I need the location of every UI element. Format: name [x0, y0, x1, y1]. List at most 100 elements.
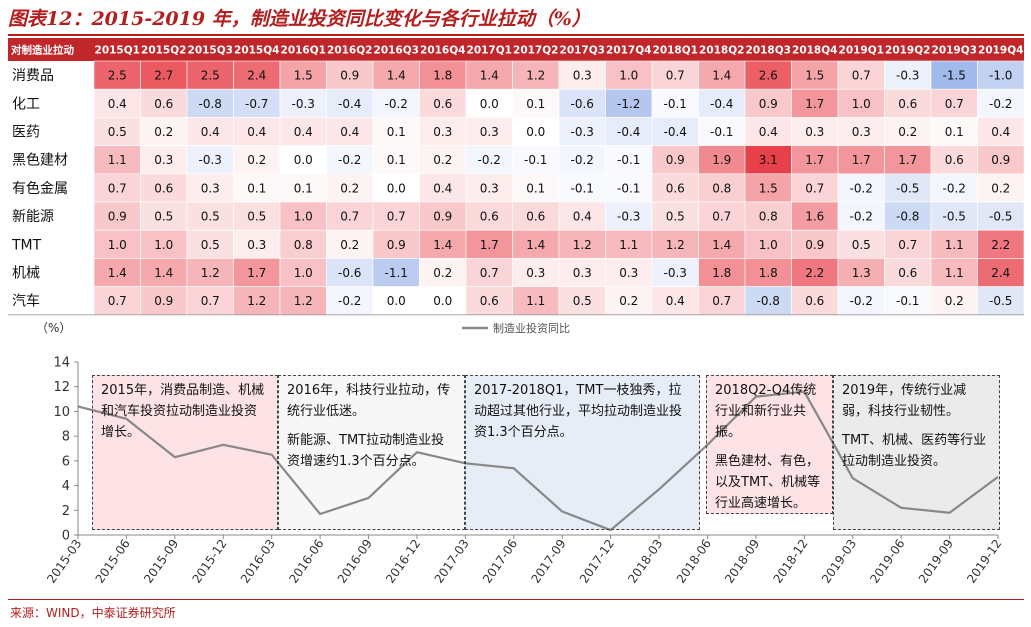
heatmap-cell-value: 0.3 — [852, 125, 871, 139]
heatmap-cell-value: 0.1 — [294, 181, 313, 195]
heatmap-cell-value: -0.8 — [896, 210, 919, 224]
heatmap-cell — [465, 201, 513, 231]
heatmap-cell-value: -0.6 — [338, 266, 361, 280]
heatmap-cell — [465, 229, 513, 259]
heatmap-cell-value: 0.9 — [666, 153, 685, 167]
heatmap-cell-value: 0.3 — [201, 181, 220, 195]
x-tick-label: 2015-03 — [44, 537, 84, 586]
heatmap-cell-value: -0.5 — [989, 294, 1012, 308]
heatmap-cell-value: 0.2 — [340, 181, 359, 195]
heatmap-cell-value: -1.1 — [385, 266, 408, 280]
heatmap-cell — [93, 173, 141, 203]
heatmap-cell-value: -0.4 — [664, 125, 687, 139]
annotation-region-fill — [278, 375, 465, 530]
heatmap-cell — [651, 88, 699, 118]
x-tick-label: 2018-03 — [625, 537, 665, 586]
heatmap-cell — [558, 258, 606, 287]
heatmap-cell-value: 0.9 — [433, 210, 452, 224]
heatmap-cell-value: 0.2 — [433, 266, 452, 280]
heatmap-cell-value: 0.7 — [201, 294, 220, 308]
heatmap-cell-value: 1.5 — [805, 69, 824, 83]
heatmap-cell-value: 0.7 — [945, 97, 964, 111]
heatmap-cell-value: -0.3 — [292, 97, 315, 111]
heatmap-column-header: 2015Q2 — [141, 45, 186, 57]
heatmap-cell-value: -0.3 — [664, 266, 687, 280]
heatmap-cell-value: 0.0 — [526, 125, 545, 139]
x-tick-label: 2015-06 — [93, 537, 133, 586]
heatmap-cell — [326, 258, 374, 287]
heatmap-cell-value: 0.8 — [759, 210, 778, 224]
heatmap-cell-value: 0.1 — [945, 125, 964, 139]
heatmap-cell — [279, 286, 327, 316]
heatmap-cell-value: -0.3 — [896, 69, 919, 83]
heatmap-cell-value: 1.7 — [805, 97, 824, 111]
heatmap-cell — [558, 173, 606, 203]
heatmap-cell-value: 1.0 — [294, 210, 313, 224]
heatmap-cell — [558, 145, 606, 175]
heatmap-cell-value: 0.6 — [433, 97, 452, 111]
heatmap-cell-value: 0.0 — [480, 97, 499, 111]
annotation-text: 2018Q2-Q4传统行业和新行业共振。 — [715, 383, 817, 440]
heatmap-cell-value: 0.7 — [108, 294, 127, 308]
heatmap-cell — [233, 201, 281, 231]
heatmap-cell-value: 0.8 — [712, 181, 731, 195]
heatmap-cell — [884, 88, 932, 118]
heatmap-cell-value: 0.0 — [387, 181, 406, 195]
heatmap-cell-value: 1.2 — [526, 69, 545, 83]
heatmap-cell — [93, 258, 141, 287]
annotation-region-fill — [465, 375, 700, 530]
y-tick-label: 8 — [62, 430, 70, 445]
heatmap-cell-value: 0.7 — [480, 266, 499, 280]
heatmap-cell — [698, 201, 746, 231]
heatmap-cell-value: 0.3 — [805, 125, 824, 139]
heatmap-cell-value: -0.2 — [850, 294, 873, 308]
heatmap-column-header: 2019Q3 — [932, 45, 977, 57]
heatmap-cell-value: 1.4 — [712, 69, 731, 83]
heatmap-cell — [326, 286, 374, 316]
heatmap-cell — [651, 117, 699, 146]
x-tick-label: 2016-09 — [335, 537, 375, 586]
heatmap-cell-value: 1.1 — [619, 238, 638, 252]
heatmap-cell-value: -0.2 — [850, 210, 873, 224]
x-tick-label: 2015-12 — [189, 537, 229, 586]
heatmap-cell-value: 0.6 — [898, 266, 917, 280]
heatmap-cell-value: -0.5 — [943, 210, 966, 224]
heatmap-cell — [837, 258, 885, 287]
heatmap-cell-value: -0.2 — [943, 181, 966, 195]
heatmap-cell-value: 0.1 — [387, 125, 406, 139]
heatmap-cell-value: 1.7 — [805, 153, 824, 167]
heatmap-cell — [93, 286, 141, 316]
heatmap-cell — [605, 229, 653, 259]
heatmap-cell — [884, 145, 932, 175]
heatmap-cell-value: 1.5 — [759, 181, 778, 195]
heatmap-cell-value: 0.9 — [759, 97, 778, 111]
heatmap-cell-value: 0.3 — [154, 153, 173, 167]
heatmap-cell — [698, 229, 746, 259]
y-tick-label: 0 — [62, 529, 70, 544]
heatmap-column-header: 2017Q1 — [467, 45, 512, 57]
heatmap-cell — [186, 145, 234, 175]
heatmap-cell — [930, 60, 978, 90]
heatmap-cell-value: -0.3 — [571, 125, 594, 139]
annotation-box-2015: 2015年，消费品制造、机械和汽车投资拉动制造业投资增长。 — [92, 375, 278, 530]
heatmap-cell-value: 1.0 — [108, 238, 127, 252]
heatmap-cell-value: 0.7 — [387, 210, 406, 224]
heatmap-cell-value: 1.7 — [898, 153, 917, 167]
heatmap-cell-value: -1.0 — [989, 69, 1012, 83]
heatmap-cell-value: 0.2 — [247, 153, 266, 167]
heatmap-cell-value: 0.0 — [433, 294, 452, 308]
heatmap-cell — [140, 173, 188, 203]
x-tick-label: 2016-03 — [238, 537, 278, 586]
heatmap-cell-value: 0.5 — [201, 210, 220, 224]
heatmap-cell-value: 1.0 — [852, 97, 871, 111]
heatmap-cell-value: 0.5 — [201, 238, 220, 252]
heatmap-cell-value: -0.3 — [617, 210, 640, 224]
heatmap-cell-value: 0.4 — [991, 125, 1010, 139]
heatmap-cell — [233, 229, 281, 259]
heatmap-cell — [512, 258, 560, 287]
heatmap-cell — [744, 88, 792, 118]
heatmap-cell-value: 1.2 — [573, 238, 592, 252]
annotation-text: 黑色建材、有色，以及TMT、机械等行业高速增长。 — [715, 454, 821, 511]
heatmap-cell-value: 0.6 — [480, 210, 499, 224]
heatmap-cell — [744, 286, 792, 316]
